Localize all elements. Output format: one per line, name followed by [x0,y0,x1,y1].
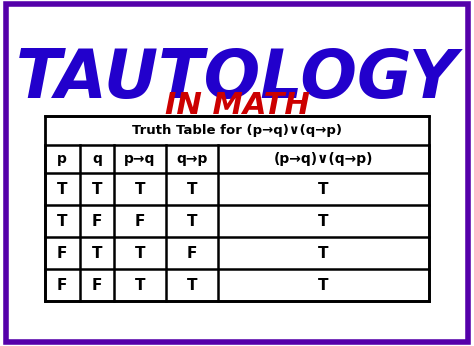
Text: T: T [318,246,328,261]
Text: p→q: p→q [124,152,156,166]
Text: Truth Table for (p→q)∨(q→p): Truth Table for (p→q)∨(q→p) [132,124,342,137]
Text: T: T [135,277,146,293]
Text: T: T [135,246,146,261]
Text: T: T [57,182,67,197]
Text: F: F [91,214,102,229]
Text: T: T [135,182,146,197]
Text: F: F [57,246,67,261]
Text: T: T [187,214,197,229]
Text: T: T [57,214,67,229]
Text: F: F [187,246,197,261]
Text: T: T [187,182,197,197]
Text: F: F [57,277,67,293]
Text: p: p [57,152,67,166]
Text: T: T [318,214,328,229]
Text: T: T [91,246,102,261]
Text: F: F [91,277,102,293]
Text: T: T [91,182,102,197]
Text: TAUTOLOGY: TAUTOLOGY [16,46,458,112]
Text: T: T [318,182,328,197]
Text: (p→q)∨(q→p): (p→q)∨(q→p) [273,152,373,166]
Text: q→p: q→p [176,152,208,166]
Text: T: T [187,277,197,293]
Text: q: q [92,152,102,166]
Bar [45,116,429,301]
Text: IN MATH: IN MATH [164,91,310,120]
Text: F: F [135,214,145,229]
Text: T: T [318,277,328,293]
